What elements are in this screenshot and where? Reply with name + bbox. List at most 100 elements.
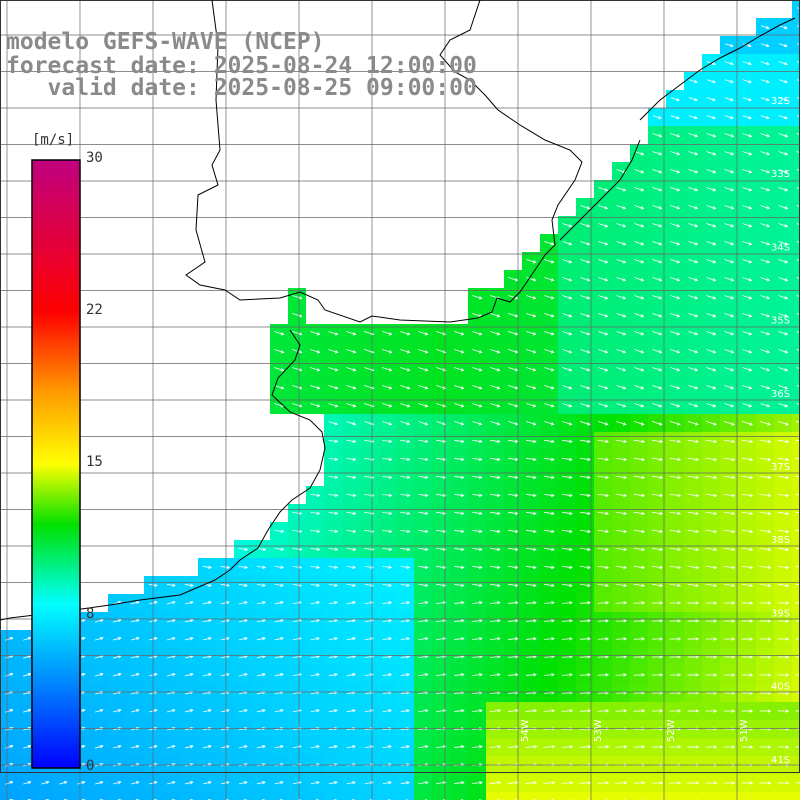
wind-arrow <box>131 744 140 749</box>
wind-arrow <box>706 151 717 156</box>
field-cell <box>792 540 800 558</box>
wind-arrow <box>23 708 32 713</box>
wind-arrow <box>561 529 573 534</box>
wind-arrow <box>454 547 465 552</box>
wind-arrow <box>742 259 753 264</box>
wind-arrow <box>598 331 609 336</box>
field-cell <box>792 252 800 270</box>
wind-arrow <box>544 277 555 282</box>
wind-arrow <box>543 511 555 516</box>
wind-arrow <box>705 547 718 552</box>
wind-arrow <box>580 421 591 426</box>
wind-arrow <box>706 169 717 174</box>
wind-arrow <box>454 367 465 372</box>
field-cell <box>792 468 800 486</box>
wind-arrow <box>544 403 555 408</box>
wind-arrow <box>759 673 772 677</box>
wind-arrow <box>795 565 800 568</box>
wind-arrow <box>579 493 591 498</box>
wind-arrow <box>382 367 393 372</box>
wind-arrow <box>760 187 771 192</box>
wind-arrow <box>579 709 592 713</box>
wind-arrow <box>742 241 753 246</box>
wind-arrow <box>759 457 772 462</box>
wind-arrow <box>256 618 266 623</box>
field-cell <box>792 54 800 72</box>
wind-arrow <box>597 565 610 570</box>
wind-arrow <box>490 511 501 516</box>
wind-arrow <box>130 600 140 605</box>
wind-arrow <box>346 565 357 569</box>
wind-arrow <box>688 97 698 102</box>
field-cell <box>792 108 800 126</box>
wind-arrow <box>597 439 610 444</box>
wind-arrow <box>310 547 321 551</box>
wind-arrow <box>202 600 212 605</box>
wind-arrow <box>670 331 681 336</box>
wind-arrow <box>166 708 176 713</box>
wind-arrow <box>615 439 628 444</box>
field-cell <box>720 792 738 800</box>
wind-arrow <box>651 673 664 677</box>
wind-arrow <box>526 493 537 498</box>
wind-arrow <box>472 385 483 390</box>
field-cell <box>792 378 800 396</box>
wind-arrow <box>598 403 609 408</box>
wind-arrow <box>472 583 483 588</box>
wind-arrow <box>489 744 502 749</box>
wind-arrow <box>597 547 610 552</box>
wind-arrow <box>615 565 628 570</box>
wind-arrow <box>579 565 591 570</box>
wind-arrow <box>652 295 663 300</box>
wind-arrow <box>724 187 735 192</box>
wind-arrow <box>561 709 574 713</box>
field-cell <box>360 792 378 800</box>
wind-arrow <box>741 547 754 552</box>
wind-arrow <box>436 439 447 444</box>
wind-arrow <box>490 583 501 588</box>
wind-arrow <box>580 259 591 264</box>
wind-arrow <box>651 709 664 713</box>
wind-arrow <box>525 709 538 713</box>
wind-arrow <box>796 7 800 10</box>
wind-arrow <box>778 241 789 246</box>
wind-arrow <box>418 439 429 444</box>
wind-arrow <box>651 583 664 588</box>
wind-arrow <box>724 115 734 120</box>
wind-arrow <box>724 79 734 84</box>
wind-arrow <box>778 403 789 408</box>
wind-arrow <box>652 259 663 264</box>
wind-arrow <box>184 780 194 785</box>
wind-arrow <box>5 672 14 677</box>
wind-arrow <box>598 313 609 318</box>
colorbar-tick-15: 15 <box>86 454 103 470</box>
wind-arrow <box>472 619 483 623</box>
field-cell <box>270 792 288 800</box>
field-cell <box>162 792 180 800</box>
wind-arrow <box>113 708 122 713</box>
wind-arrow <box>436 744 447 749</box>
wind-arrow <box>382 439 393 444</box>
wind-arrow <box>489 780 502 785</box>
wind-arrow <box>561 565 573 570</box>
wind-arrow <box>166 744 176 749</box>
wind-arrow <box>705 637 718 641</box>
wind-arrow <box>346 349 357 354</box>
wind-arrow <box>310 403 321 408</box>
wind-arrow <box>741 637 754 641</box>
wind-arrow <box>687 727 700 731</box>
wind-arrow <box>633 619 646 623</box>
wind-arrow <box>490 313 501 318</box>
wind-arrow <box>400 331 411 336</box>
wind-arrow <box>274 565 285 569</box>
wind-arrow <box>615 601 628 605</box>
wind-arrow <box>543 565 555 570</box>
wind-arrow <box>238 618 248 623</box>
wind-arrow <box>525 601 537 605</box>
wind-arrow <box>706 295 717 300</box>
wind-arrow <box>328 439 339 443</box>
wind-arrow <box>670 133 681 138</box>
wind-arrow <box>400 781 411 785</box>
wind-arrow <box>382 619 393 623</box>
wind-arrow <box>778 349 789 354</box>
